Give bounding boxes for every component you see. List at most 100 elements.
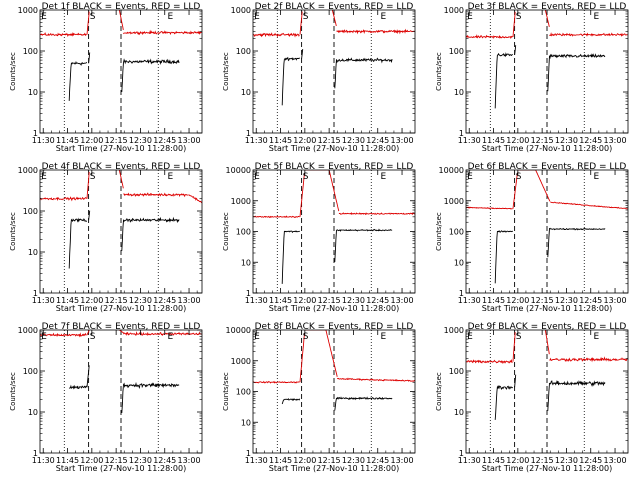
x-tick-label: 11:45 [482, 456, 505, 465]
x-tick-label: 13:00 [391, 296, 414, 305]
x-tick-label: 12:00 [293, 136, 316, 145]
x-tick-label: 11:45 [482, 296, 505, 305]
series-segment [512, 332, 516, 362]
marker-label: E [41, 172, 47, 182]
x-axis-label: Start Time (27-Nov-10 11:28:00) [482, 464, 612, 473]
y-tick-label: 1 [246, 289, 251, 298]
x-tick-label: 11:30 [245, 136, 268, 145]
plot-frame [252, 9, 416, 134]
x-tick-label: 13:00 [391, 136, 414, 145]
marker-label: S [516, 12, 522, 22]
marker-label: E [381, 12, 387, 22]
x-axis-label: Start Time (27-Nov-10 11:28:00) [56, 144, 186, 153]
series-segment [40, 332, 87, 338]
y-axis-label: Counts/sec [222, 372, 230, 411]
series-events [494, 227, 606, 284]
series-segment [512, 172, 518, 209]
series-segment [281, 398, 301, 405]
series-segment [549, 32, 628, 37]
x-tick-label: 11:30 [32, 136, 55, 145]
x-tick-label: 12:45 [153, 136, 176, 145]
x-tick-label: 12:15 [318, 296, 341, 305]
x-tick-label: 11:30 [32, 296, 55, 305]
y-tick-label: 100 [236, 47, 251, 56]
marker-label: E [381, 172, 387, 182]
y-tick-label: 10000 [439, 166, 464, 175]
x-tick-label: 12:30 [555, 136, 578, 145]
x-tick-label: 11:45 [269, 136, 292, 145]
series-segment [331, 10, 337, 27]
series-segment [121, 381, 180, 414]
series-segment [253, 215, 300, 218]
series-segment [334, 228, 393, 263]
x-tick-label: 12:00 [506, 136, 529, 145]
x-tick-label: 12:30 [129, 456, 152, 465]
series-lld [253, 330, 415, 384]
y-tick-label: 100 [449, 228, 464, 237]
x-tick-label: 11:45 [56, 456, 79, 465]
x-axis-label: Start Time (27-Nov-10 11:28:00) [482, 144, 612, 153]
y-tick-label: 10 [28, 248, 38, 257]
series-lld [466, 330, 628, 365]
y-tick-label: 10 [241, 88, 251, 97]
x-tick-label: 12:30 [342, 136, 365, 145]
series-segment [88, 210, 91, 221]
series-segment [514, 45, 517, 56]
series-segment [336, 28, 415, 35]
y-tick-label: 100 [449, 47, 464, 56]
chart-panel-9: Det 9f BLACK = Events, RED = LLD 1 10 100 10… [435, 322, 629, 473]
marker-label: E [594, 12, 600, 22]
x-tick-label: 12:45 [366, 456, 389, 465]
series-segment [535, 170, 551, 202]
x-tick-label: 12:45 [579, 456, 602, 465]
x-tick-label: 12:15 [105, 136, 128, 145]
y-tick-label: 10 [28, 88, 38, 97]
y-tick-label: 1000 [18, 166, 38, 175]
x-tick-label: 11:45 [56, 136, 79, 145]
x-tick-label: 11:30 [458, 136, 481, 145]
chart-title: Det 7f BLACK = Events, RED = LLD [42, 322, 201, 332]
marker-label: S [516, 172, 522, 182]
x-axis-label: Start Time (27-Nov-10 11:28:00) [269, 144, 399, 153]
series-segment [299, 11, 303, 35]
x-tick-label: 12:00 [80, 136, 103, 145]
series-segment [336, 377, 415, 382]
series-segment [466, 34, 513, 40]
series-events [281, 396, 393, 411]
plot-frame [465, 9, 629, 134]
marker-label: E [254, 172, 260, 182]
marker-label: S [90, 172, 96, 182]
x-tick-label: 13:00 [604, 456, 627, 465]
series-segment [86, 171, 90, 199]
x-tick-label: 11:45 [269, 296, 292, 305]
y-tick-label: 100 [236, 388, 251, 397]
y-axis-label: Counts/sec [9, 52, 17, 91]
plot-frame [39, 9, 203, 134]
series-segment [86, 365, 90, 388]
y-tick-label: 1 [246, 129, 251, 138]
x-tick-label: 12:30 [555, 456, 578, 465]
marker-label: E [254, 332, 260, 342]
x-tick-label: 11:45 [482, 136, 505, 145]
x-tick-label: 11:30 [32, 456, 55, 465]
chart-title: Det 2f BLACK = Events, RED = LLD [255, 2, 414, 12]
marker-label: E [41, 12, 47, 22]
x-tick-label: 11:45 [269, 456, 292, 465]
series-lld [253, 170, 415, 218]
series-segment [40, 32, 87, 38]
y-tick-label: 10000 [226, 166, 251, 175]
marker-label: E [467, 12, 473, 22]
y-axis-label: Counts/sec [435, 212, 443, 251]
marker-label: S [303, 12, 309, 22]
series-segment [494, 230, 514, 284]
series-segment [334, 396, 393, 411]
x-tick-label: 12:30 [129, 296, 152, 305]
y-tick-label: 10 [454, 258, 464, 267]
y-tick-label: 1 [33, 289, 38, 298]
chart-panel-7: Det 7f BLACK = Events, RED = LLD 1 10 100 10… [9, 322, 203, 473]
x-tick-label: 11:30 [458, 456, 481, 465]
series-segment [514, 374, 517, 388]
marker-label: E [381, 332, 387, 342]
x-tick-label: 11:30 [245, 296, 268, 305]
